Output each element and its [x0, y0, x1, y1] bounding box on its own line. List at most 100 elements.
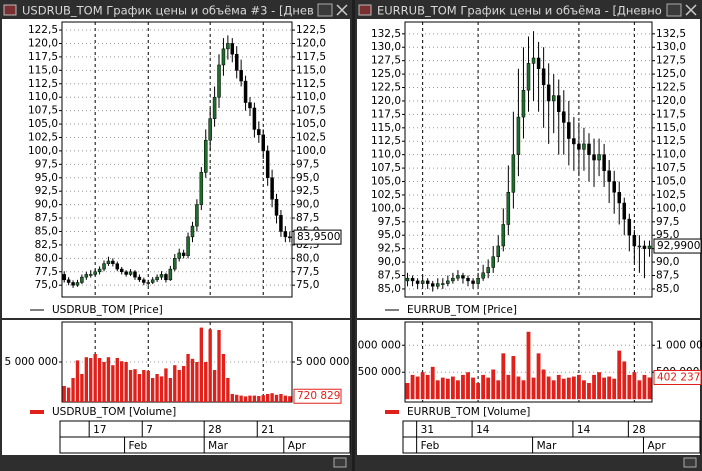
- volume-bar: [481, 374, 486, 400]
- volume-bar: [168, 378, 173, 402]
- volume-bar: [208, 329, 212, 402]
- candle-body: [602, 154, 606, 172]
- y-tick-label: 115,0: [371, 122, 401, 134]
- volume-bar: [622, 361, 627, 400]
- legend-label: EURRUB_TOM [Price]: [407, 304, 517, 316]
- volume-bar: [84, 357, 89, 402]
- y-tick-label: 132,5: [371, 28, 401, 40]
- date-label: 31: [421, 424, 434, 436]
- y-tick-label: 112,5: [296, 78, 326, 90]
- volume-bar: [647, 377, 652, 400]
- volume-bar: [461, 374, 465, 400]
- candle-body: [212, 96, 217, 119]
- volume-bar: [146, 370, 150, 402]
- candle-body: [587, 143, 591, 155]
- y-tick-label: 77,5: [296, 266, 319, 278]
- candle-body: [115, 263, 120, 270]
- candle-body: [62, 274, 66, 281]
- candle-body: [173, 258, 177, 270]
- month-label: Mar: [208, 440, 228, 452]
- maximize-button[interactable]: [666, 3, 682, 17]
- candle-body: [230, 43, 235, 55]
- candle-body: [582, 143, 586, 150]
- volume-bar: [97, 358, 102, 402]
- candle-body: [155, 276, 159, 281]
- plot-area: [61, 21, 293, 298]
- close-button[interactable]: [685, 4, 697, 16]
- y-tick-label: 110,0: [656, 149, 686, 161]
- y-tick-label: 117,5: [28, 51, 58, 63]
- volume-bar: [546, 376, 551, 400]
- y-tick-label: 107,5: [28, 105, 58, 117]
- candle-body: [133, 271, 137, 278]
- volume-bar: [239, 395, 243, 402]
- volume-bar: [120, 361, 124, 402]
- y-tick-label: 90,0: [296, 199, 319, 211]
- volume-bar: [471, 377, 475, 400]
- y-tick-label: 105,0: [296, 118, 326, 130]
- y-tick-label: 87,5: [378, 270, 401, 282]
- chart-window: USDRUB_TOM График цены и объёма #3 - [Дн…: [0, 0, 352, 471]
- volume-bar: [566, 377, 571, 400]
- volume-bar: [75, 360, 80, 402]
- volume-bar: [526, 331, 531, 400]
- candle-body: [536, 57, 541, 69]
- candle-body: [501, 224, 506, 247]
- volume-bar: [612, 378, 617, 400]
- candle-body: [221, 48, 226, 66]
- legend-label: EURRUB_TOM [Volume]: [407, 406, 530, 418]
- y-tick-label: 1 000 000: [348, 339, 401, 351]
- volume-bar: [440, 377, 445, 400]
- y-tick-label: 122,5: [28, 24, 58, 36]
- volume-bar: [93, 354, 97, 402]
- volume-bar: [420, 372, 425, 400]
- date-label: 17: [93, 424, 106, 436]
- y-tick-label: 500 000: [358, 366, 401, 378]
- y-tick-label: 115,0: [296, 64, 326, 76]
- candle-body: [551, 95, 556, 102]
- candle-body: [511, 154, 516, 193]
- volume-bar: [607, 376, 612, 400]
- candle-body: [119, 268, 124, 273]
- volume-bar: [541, 369, 546, 400]
- date-label: 14: [577, 424, 591, 436]
- y-tick-label: 100,0: [656, 202, 686, 214]
- volume-bar: [226, 378, 230, 402]
- volume-bar: [430, 366, 435, 400]
- candle-body: [71, 282, 75, 286]
- date-row: [402, 420, 701, 438]
- maximize-button[interactable]: [317, 3, 333, 17]
- month-label: Apr: [647, 440, 666, 452]
- volume-bar: [204, 362, 208, 402]
- candle-body: [288, 236, 292, 239]
- volume-bar: [556, 374, 561, 400]
- candle-body: [226, 43, 230, 50]
- candle-body: [531, 57, 536, 64]
- volume-bar: [257, 396, 261, 402]
- candle-body: [466, 277, 470, 282]
- candle-body: [637, 245, 642, 248]
- candle-body: [441, 283, 445, 285]
- volume-bar: [89, 358, 93, 402]
- candle-body: [577, 143, 581, 150]
- candle-body: [405, 277, 410, 282]
- date-row: [59, 436, 351, 454]
- candle-body: [150, 279, 155, 283]
- volume-bar: [511, 356, 516, 400]
- candle-body: [521, 89, 526, 118]
- y-tick-label: 107,5: [296, 105, 326, 117]
- y-tick-label: 110,0: [296, 91, 326, 103]
- volume-bar: [265, 394, 270, 402]
- y-tick-label: 75,0: [296, 279, 319, 291]
- y-tick-label: 87,5: [656, 270, 679, 282]
- candle-body: [481, 272, 485, 279]
- candle-body: [181, 252, 186, 256]
- candle-body: [159, 274, 164, 278]
- volume-bar: [195, 362, 199, 402]
- close-button[interactable]: [336, 4, 348, 16]
- volume-bar: [521, 380, 526, 400]
- y-tick-label: 80,0: [35, 252, 58, 264]
- candle-body: [627, 218, 632, 236]
- y-tick-label: 127,5: [371, 55, 401, 67]
